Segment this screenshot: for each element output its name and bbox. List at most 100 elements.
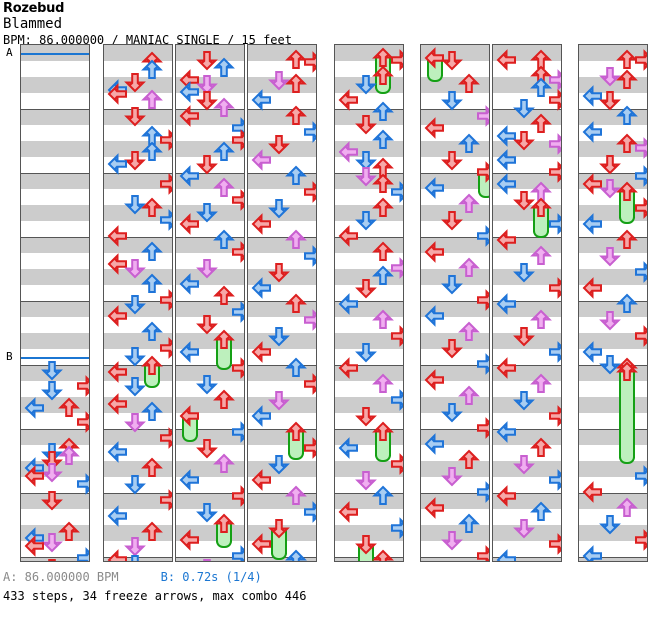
chart-column-0[interactable] <box>20 44 90 562</box>
note-down[interactable] <box>124 553 146 561</box>
note-up[interactable] <box>372 197 394 219</box>
note-down[interactable] <box>268 197 290 219</box>
note-up[interactable] <box>285 357 307 379</box>
note-up[interactable] <box>372 101 394 123</box>
note-right[interactable] <box>547 161 561 183</box>
note-down[interactable] <box>355 113 377 135</box>
note-up[interactable] <box>372 549 394 561</box>
note-down[interactable] <box>355 277 377 299</box>
note-up[interactable] <box>530 77 552 99</box>
note-down[interactable] <box>441 337 463 359</box>
note-right[interactable] <box>389 181 403 203</box>
note-up[interactable] <box>616 133 638 155</box>
note-left[interactable] <box>179 273 201 295</box>
note-left[interactable] <box>179 469 201 491</box>
note-right[interactable] <box>475 289 489 311</box>
note-down[interactable] <box>124 375 146 397</box>
note-up-freeze-head[interactable] <box>372 421 394 443</box>
note-up[interactable] <box>616 105 638 127</box>
note-right[interactable] <box>230 241 244 263</box>
note-left[interactable] <box>582 481 604 503</box>
note-up-freeze-head[interactable] <box>616 361 638 383</box>
note-up[interactable] <box>141 197 163 219</box>
note-down[interactable] <box>513 189 535 211</box>
note-right[interactable] <box>75 473 89 495</box>
note-right[interactable] <box>547 69 561 91</box>
note-up-freeze-head[interactable] <box>285 421 307 443</box>
note-right[interactable] <box>389 453 403 475</box>
note-right[interactable] <box>158 489 172 511</box>
note-down[interactable] <box>124 411 146 433</box>
note-right[interactable] <box>302 181 316 203</box>
note-left[interactable] <box>107 153 129 175</box>
note-right[interactable] <box>158 427 172 449</box>
chart-column-6[interactable] <box>492 44 562 562</box>
note-up[interactable] <box>285 105 307 127</box>
note-right[interactable] <box>302 561 317 562</box>
note-down[interactable] <box>268 133 290 155</box>
note-up[interactable] <box>213 177 235 199</box>
note-up[interactable] <box>372 173 394 195</box>
note-left[interactable] <box>496 421 518 443</box>
note-down[interactable] <box>513 129 535 151</box>
note-down[interactable] <box>513 97 535 119</box>
note-down[interactable] <box>355 209 377 231</box>
note-up[interactable] <box>458 73 480 95</box>
note-left[interactable] <box>338 225 360 247</box>
note-left[interactable] <box>424 177 446 199</box>
freeze-body-up[interactable] <box>375 432 391 462</box>
note-down[interactable] <box>355 405 377 427</box>
note-up[interactable] <box>616 497 638 519</box>
note-left[interactable] <box>179 213 201 235</box>
note-up-freeze-head[interactable] <box>530 197 552 219</box>
note-down[interactable] <box>41 557 63 561</box>
note-down[interactable] <box>599 153 621 175</box>
note-left[interactable] <box>424 117 446 139</box>
note-right[interactable] <box>475 105 489 127</box>
note-up[interactable] <box>141 401 163 423</box>
note-up[interactable] <box>458 133 480 155</box>
note-left[interactable] <box>179 81 201 103</box>
note-up[interactable] <box>530 437 552 459</box>
note-up[interactable] <box>58 521 80 543</box>
note-down[interactable] <box>268 453 290 475</box>
note-down[interactable] <box>268 261 290 283</box>
note-up[interactable] <box>285 229 307 251</box>
note-down[interactable] <box>268 69 290 91</box>
note-left[interactable] <box>424 305 446 327</box>
note-down[interactable] <box>513 325 535 347</box>
note-left[interactable] <box>107 361 129 383</box>
note-left[interactable] <box>338 293 360 315</box>
note-down[interactable] <box>124 535 146 557</box>
note-right[interactable] <box>158 129 172 151</box>
note-right[interactable] <box>75 411 89 433</box>
note-right[interactable] <box>158 337 172 359</box>
note-down[interactable] <box>124 149 146 171</box>
note-right[interactable] <box>547 133 561 155</box>
note-up[interactable] <box>458 321 480 343</box>
note-down[interactable] <box>599 177 621 199</box>
note-up[interactable] <box>372 241 394 263</box>
note-down[interactable] <box>41 449 63 471</box>
note-right[interactable] <box>547 533 561 555</box>
note-left[interactable] <box>107 225 129 247</box>
note-down[interactable] <box>196 49 218 71</box>
note-up[interactable] <box>141 141 163 163</box>
chart-column-1[interactable] <box>103 44 173 562</box>
freeze-body-up[interactable] <box>288 432 304 460</box>
note-down[interactable] <box>355 469 377 491</box>
freeze-body-up[interactable] <box>619 372 635 464</box>
note-left[interactable] <box>582 277 604 299</box>
note-left[interactable] <box>424 433 446 455</box>
note-down[interactable] <box>41 531 63 553</box>
note-up[interactable] <box>530 309 552 331</box>
note-right[interactable] <box>547 277 561 299</box>
note-down[interactable] <box>124 345 146 367</box>
note-up-freeze-head[interactable] <box>213 513 235 535</box>
note-up[interactable] <box>213 285 235 307</box>
note-left[interactable] <box>424 241 446 263</box>
note-up[interactable] <box>141 321 163 343</box>
note-left[interactable] <box>179 105 201 127</box>
note-down[interactable] <box>599 65 621 87</box>
note-right[interactable] <box>302 373 316 395</box>
